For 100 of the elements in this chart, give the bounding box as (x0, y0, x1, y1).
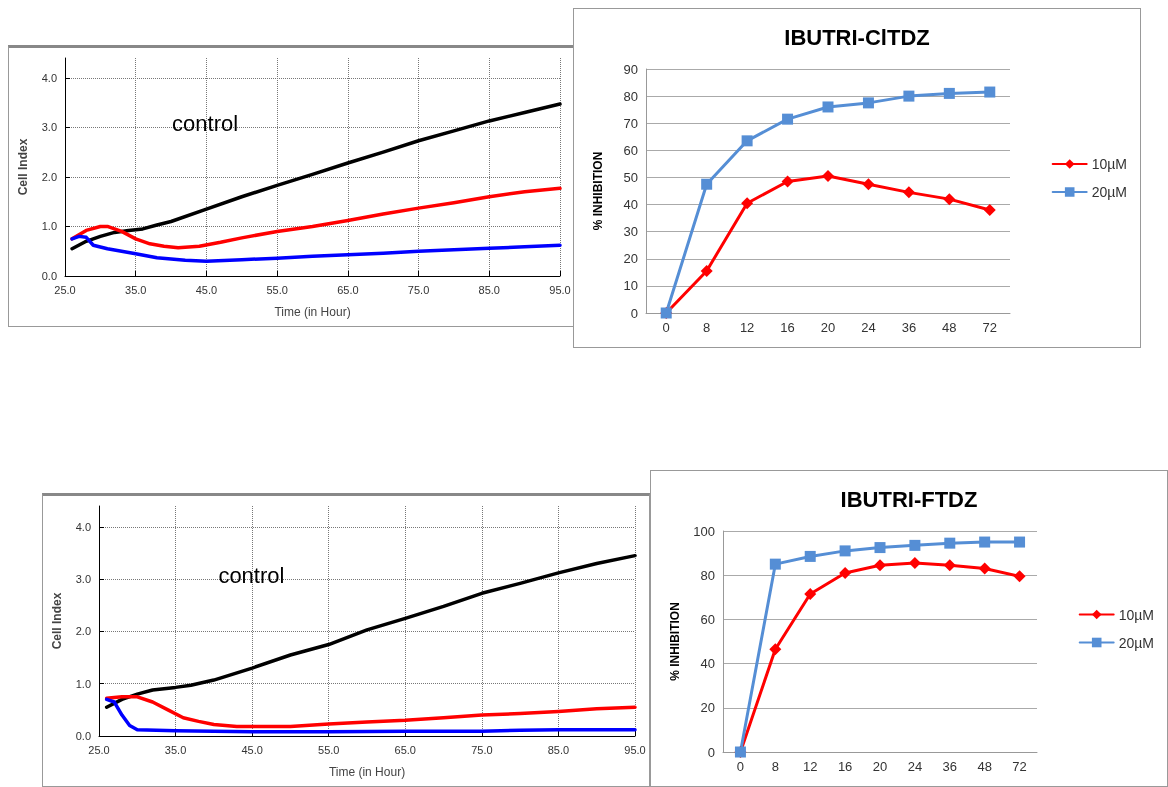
y-axis-title: % INHIBITION (668, 602, 682, 681)
x-tick-label: 48 (942, 320, 957, 335)
point (943, 193, 956, 206)
line-series (70, 102, 562, 251)
x-tick-label: 95.0 (549, 283, 571, 296)
point (701, 178, 713, 190)
x-tick-label: 55.0 (318, 743, 340, 756)
x-tick-label: 65.0 (394, 743, 416, 756)
y-axis-title: Cell Index (16, 138, 30, 196)
y-tick-label: 50 (623, 169, 638, 185)
point (741, 135, 753, 147)
y-tick-label: 20 (623, 251, 638, 267)
x-tick-label: 72 (1012, 759, 1027, 774)
point (804, 587, 817, 600)
x-tick-label: 85.0 (478, 283, 500, 296)
y-tick-label: 1.0 (75, 677, 91, 690)
y-tick-label: 30 (623, 224, 638, 240)
point (782, 113, 794, 125)
y-tick-label: 40 (700, 656, 715, 672)
y-tick-label: 0 (630, 305, 638, 321)
point (839, 545, 851, 557)
line-series (70, 234, 562, 263)
x-tick-label: 8 (703, 320, 711, 335)
point (781, 175, 794, 188)
point (983, 203, 996, 216)
x-axis-title: Time (in Hour) (274, 305, 351, 319)
point (862, 178, 875, 191)
x-tick-label: 25.0 (54, 283, 76, 296)
y-tick-label: 4.0 (75, 520, 91, 533)
y-tick-label: 4.0 (41, 71, 57, 84)
y-tick-label: 3.0 (75, 573, 91, 586)
x-tick-label: 48 (977, 759, 992, 774)
point (769, 643, 782, 656)
point (822, 101, 834, 113)
point (874, 559, 886, 572)
x-tick-label: 45.0 (195, 283, 218, 296)
y-tick-label: 40 (623, 197, 638, 213)
point (903, 90, 915, 102)
x-tick-label: 36 (901, 320, 917, 335)
y-tick-label: 1.0 (41, 220, 57, 233)
x-tick-label: 75.0 (407, 283, 430, 296)
y-tick-label: 60 (623, 142, 638, 158)
chart-title: IBUTRI-ClTDZ (784, 24, 930, 50)
x-tick-label: 24 (861, 320, 876, 335)
point (984, 86, 996, 98)
annotation: control (218, 562, 285, 588)
point (943, 87, 955, 99)
x-tick-label: 75.0 (471, 743, 493, 756)
x-tick-label: 12 (739, 320, 755, 335)
point (822, 170, 834, 183)
x-tick-label: 72 (982, 320, 998, 335)
y-tick-label: 2.0 (41, 170, 57, 183)
line-series (104, 553, 637, 709)
x-tick-label: 36 (942, 759, 958, 774)
x-tick-label: 20 (872, 759, 888, 774)
point (769, 558, 781, 570)
x-tick-label: 0 (662, 320, 670, 335)
y-tick-label: 70 (623, 115, 638, 131)
x-tick-label: 85.0 (547, 743, 570, 756)
x-tick-label: 25.0 (88, 743, 110, 756)
x-tick-label: 16 (780, 320, 795, 335)
point (839, 566, 852, 579)
point (944, 537, 956, 549)
y-tick-label: 100 (693, 523, 715, 539)
point (874, 542, 886, 554)
point (979, 536, 991, 548)
legend-label: 20µM (1118, 634, 1155, 651)
x-tick-label: 35.0 (164, 743, 187, 756)
y-tick-label: 10 (623, 278, 638, 294)
chart-title: IBUTRI-FTDZ (840, 486, 978, 512)
x-tick-label: 12 (802, 759, 818, 774)
point (862, 97, 874, 109)
y-tick-label: 0.0 (75, 730, 91, 742)
y-tick-label: 80 (700, 567, 715, 583)
x-tick-label: 45.0 (241, 743, 263, 756)
y-axis-title: % INHIBITION (591, 151, 605, 231)
x-tick-label: 35.0 (125, 283, 147, 296)
point (1014, 536, 1026, 548)
point (804, 550, 816, 562)
point (741, 197, 754, 210)
y-tick-label: 80 (623, 88, 638, 104)
y-tick-label: 20 (700, 700, 715, 716)
legend-label: 10µM (1091, 156, 1128, 172)
point (978, 562, 991, 575)
y-tick-label: 2.0 (75, 625, 91, 638)
x-tick-label: 24 (907, 759, 923, 774)
y-tick-label: 3.0 (41, 121, 57, 134)
y-tick-label: 0.0 (41, 270, 57, 282)
point (1013, 570, 1026, 583)
x-tick-label: 0 (736, 759, 745, 774)
x-tick-label: 65.0 (337, 283, 359, 296)
x-tick-label: 16 (837, 759, 853, 774)
x-tick-label: 20 (820, 320, 836, 335)
x-tick-label: 95.0 (624, 743, 646, 756)
legend-label: 20µM (1091, 184, 1128, 200)
legend-label: 10µM (1118, 606, 1155, 623)
x-axis-title: Time (in Hour) (328, 765, 406, 779)
y-tick-label: 60 (700, 611, 715, 627)
point (700, 264, 713, 277)
annotation: control (172, 110, 239, 136)
